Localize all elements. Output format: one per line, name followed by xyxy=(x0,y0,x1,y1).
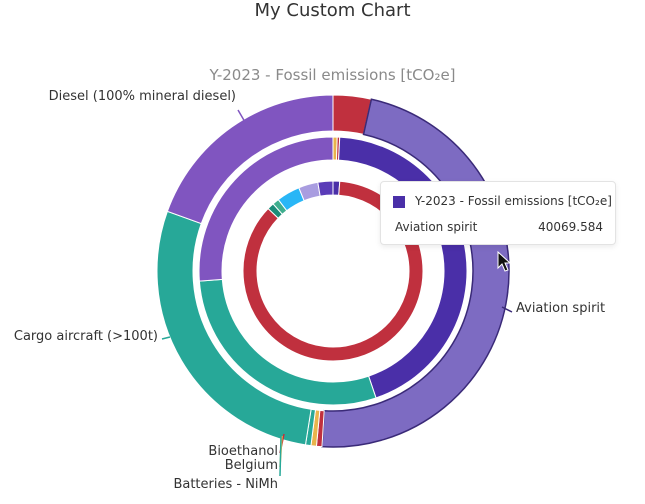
tooltip-value: 40069.584 xyxy=(538,220,603,234)
inner-slice-6[interactable] xyxy=(317,180,334,197)
leaders-group xyxy=(161,109,513,477)
tooltip-swatch xyxy=(393,196,405,208)
tooltip-series: Y-2023 - Fossil emissions [tCO₂e] xyxy=(415,194,612,208)
leader-line-1 xyxy=(501,306,513,313)
slice-label-3: Bioethanol xyxy=(208,444,278,459)
labels-group: Diesel (100% mineral diesel) Aviation spi… xyxy=(14,89,605,492)
inner-slice-1[interactable] xyxy=(242,180,424,362)
chart-subtitle: Y-2023 - Fossil emissions [tCO₂e] xyxy=(209,66,456,84)
chart-title: My Custom Chart xyxy=(254,0,411,21)
rings-group xyxy=(156,94,510,448)
hover-tooltip: Y-2023 - Fossil emissions [tCO₂e] Aviati… xyxy=(380,181,616,245)
tooltip-label: Aviation spirit xyxy=(395,220,478,234)
leader-line-2 xyxy=(161,336,171,340)
outer-slice-6[interactable] xyxy=(166,94,334,225)
slice-label-0: Diesel (100% mineral diesel) xyxy=(49,89,236,104)
leader-line-0 xyxy=(237,109,246,123)
middle-slice-4[interactable] xyxy=(198,136,334,282)
slice-label-4: Belgium xyxy=(225,458,278,473)
slice-label-2: Cargo aircraft (>100t) xyxy=(14,329,158,344)
slice-label-1: Aviation spirit xyxy=(516,301,605,316)
slice-label-5: Batteries - NiMh xyxy=(173,477,278,492)
mouse-cursor-icon xyxy=(497,251,512,272)
leader-line-5 xyxy=(279,435,282,477)
